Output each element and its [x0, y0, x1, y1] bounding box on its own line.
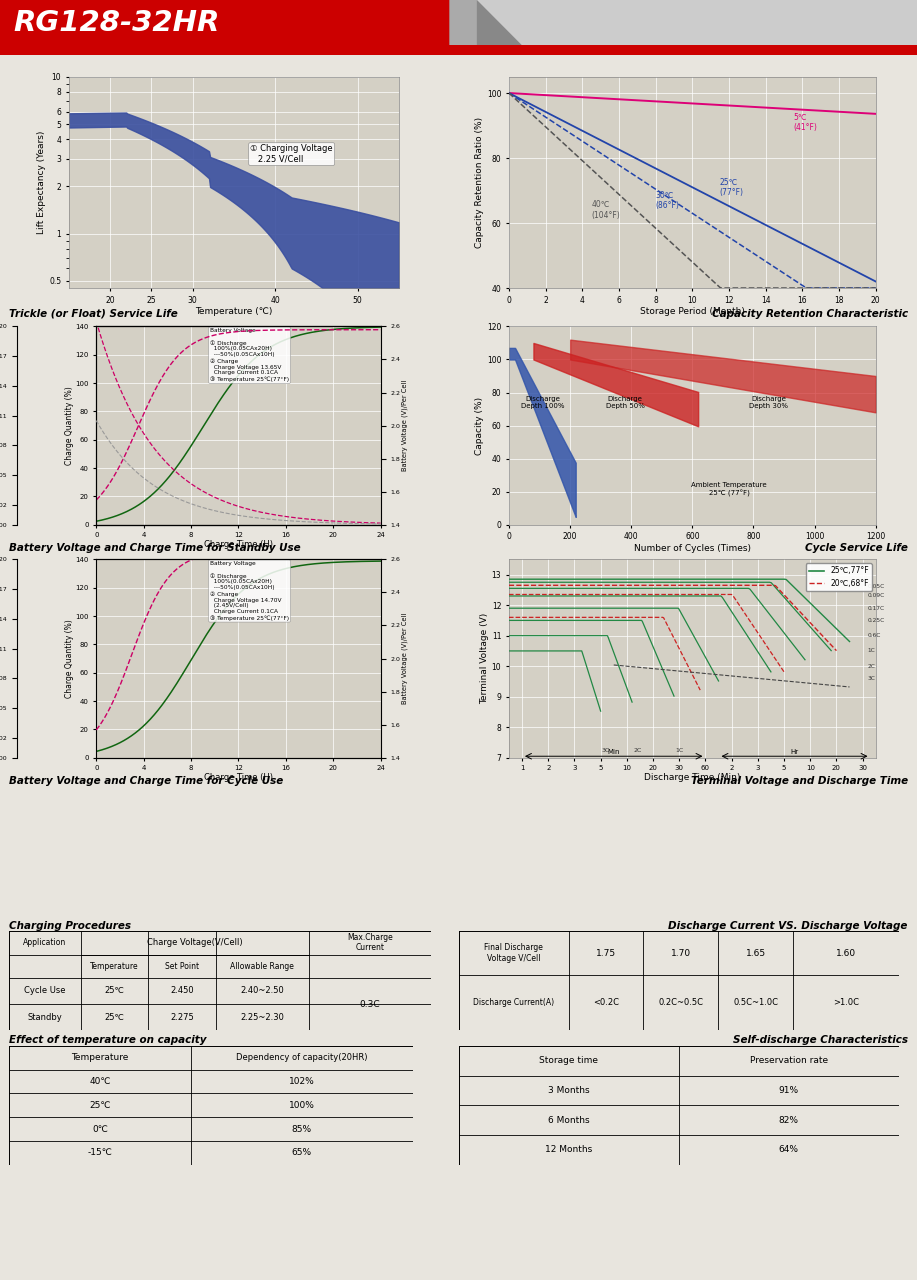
Text: 64%: 64% [779, 1146, 799, 1155]
Text: 2.40~2.50: 2.40~2.50 [240, 986, 284, 995]
Text: Max.Charge
Current: Max.Charge Current [347, 933, 392, 952]
Text: 40℃: 40℃ [89, 1076, 111, 1085]
Text: 3C: 3C [602, 748, 610, 753]
Text: 1C: 1C [675, 748, 683, 753]
Text: 2.450: 2.450 [171, 986, 193, 995]
Text: Battery Voltage

① Discharge
  100%(0.05CAx20H)
  ---50%(0.05CAx10H)
② Charge
  : Battery Voltage ① Discharge 100%(0.05CAx… [210, 329, 289, 381]
Text: Discharge
Depth 30%: Discharge Depth 30% [749, 396, 789, 408]
Text: Allowable Range: Allowable Range [230, 963, 294, 972]
Text: 40℃
(104°F): 40℃ (104°F) [591, 200, 620, 220]
Text: Cycle Use: Cycle Use [24, 986, 66, 995]
Text: Preservation rate: Preservation rate [749, 1056, 828, 1065]
X-axis label: Number of Cycles (Times): Number of Cycles (Times) [634, 544, 751, 553]
Text: 3 Months: 3 Months [547, 1085, 590, 1094]
Text: 0.09C: 0.09C [867, 594, 885, 599]
Y-axis label: Terminal Voltage (V): Terminal Voltage (V) [480, 613, 489, 704]
Text: 1.60: 1.60 [835, 948, 856, 957]
Text: Discharge Current VS. Discharge Voltage: Discharge Current VS. Discharge Voltage [668, 920, 908, 931]
Polygon shape [477, 0, 523, 46]
Text: Battery Voltage and Charge Time for Standby Use: Battery Voltage and Charge Time for Stan… [9, 543, 301, 553]
Y-axis label: Battery Voltage (V)/Per Cell: Battery Voltage (V)/Per Cell [402, 380, 408, 471]
Text: 0.25C: 0.25C [867, 618, 885, 623]
Text: 0.6C: 0.6C [867, 634, 881, 639]
Text: 30℃
(86°F): 30℃ (86°F) [656, 191, 679, 210]
Text: <0.2C: <0.2C [593, 998, 619, 1007]
Text: Terminal Voltage and Discharge Time: Terminal Voltage and Discharge Time [691, 776, 908, 786]
Text: >1.0C: >1.0C [833, 998, 859, 1007]
Text: 102%: 102% [289, 1076, 315, 1085]
Y-axis label: Charge Quantity (%): Charge Quantity (%) [65, 620, 73, 698]
Y-axis label: Charge Quantity (%): Charge Quantity (%) [65, 387, 73, 465]
Text: Cycle Service Life: Cycle Service Life [805, 543, 908, 553]
Text: Trickle (or Float) Service Life: Trickle (or Float) Service Life [9, 308, 178, 319]
Text: 0.5C~1.0C: 0.5C~1.0C [733, 998, 779, 1007]
Text: 12 Months: 12 Months [545, 1146, 592, 1155]
Y-axis label: Capacity Retention Ratio (%): Capacity Retention Ratio (%) [475, 116, 484, 248]
Text: 0℃: 0℃ [92, 1125, 108, 1134]
Text: 2.275: 2.275 [171, 1012, 194, 1021]
Text: 1.70: 1.70 [670, 948, 691, 957]
Text: 0.2C~0.5C: 0.2C~0.5C [658, 998, 703, 1007]
Text: Hr: Hr [790, 749, 799, 755]
Text: Charging Procedures: Charging Procedures [9, 920, 131, 931]
Text: 0.3C: 0.3C [359, 1000, 381, 1009]
Text: Ambient Temperature
25℃ (77°F): Ambient Temperature 25℃ (77°F) [691, 483, 767, 497]
Text: 1.75: 1.75 [596, 948, 616, 957]
Text: Dependency of capacity(20HR): Dependency of capacity(20HR) [236, 1053, 368, 1062]
Y-axis label: Capacity (%): Capacity (%) [475, 397, 484, 454]
Text: 25℃: 25℃ [105, 1012, 125, 1021]
X-axis label: Storage Period (Month): Storage Period (Month) [640, 307, 745, 316]
Text: 65%: 65% [292, 1148, 312, 1157]
X-axis label: Charge Time (H): Charge Time (H) [204, 540, 273, 549]
Text: Battery Voltage and Charge Time for Cycle Use: Battery Voltage and Charge Time for Cycl… [9, 776, 283, 786]
Text: 1C: 1C [867, 649, 876, 653]
X-axis label: Discharge Time (Min): Discharge Time (Min) [644, 773, 741, 782]
Text: Final Discharge
Voltage V/Cell: Final Discharge Voltage V/Cell [484, 943, 543, 963]
Text: Discharge
Depth 50%: Discharge Depth 50% [605, 396, 645, 408]
Text: 0.17C: 0.17C [867, 605, 885, 611]
Text: Self-discharge Characteristics: Self-discharge Characteristics [733, 1034, 908, 1044]
Text: Effect of temperature on capacity: Effect of temperature on capacity [9, 1034, 206, 1044]
X-axis label: Temperature (℃): Temperature (℃) [195, 307, 272, 316]
Text: ① Charging Voltage
   2.25 V/Cell: ① Charging Voltage 2.25 V/Cell [250, 145, 333, 164]
Text: 25℃: 25℃ [105, 986, 125, 995]
Text: Charge Voltage(V/Cell): Charge Voltage(V/Cell) [147, 938, 243, 947]
Text: 91%: 91% [779, 1085, 799, 1094]
Legend: 25℃,77°F, 20℃,68°F: 25℃,77°F, 20℃,68°F [806, 563, 872, 591]
Text: Battery Voltage

① Discharge
  100%(0.05CAx20H)
  ---50%(0.05CAx10H)
② Charge
  : Battery Voltage ① Discharge 100%(0.05CAx… [210, 562, 289, 621]
Text: 2C: 2C [867, 664, 876, 668]
Text: Min: Min [607, 749, 620, 755]
Text: Discharge
Depth 100%: Discharge Depth 100% [521, 396, 564, 408]
Text: Temperature: Temperature [72, 1053, 128, 1062]
Text: 100%: 100% [289, 1101, 315, 1110]
Text: 1.65: 1.65 [746, 948, 766, 957]
Text: 3C: 3C [867, 676, 876, 681]
Text: 25℃: 25℃ [89, 1101, 111, 1110]
Text: Capacity Retention Characteristic: Capacity Retention Characteristic [712, 308, 908, 319]
Text: RG128-32HR: RG128-32HR [14, 9, 220, 37]
Text: 85%: 85% [292, 1125, 312, 1134]
Text: 2C: 2C [633, 748, 642, 753]
Text: Discharge Current(A): Discharge Current(A) [473, 998, 554, 1007]
Text: 82%: 82% [779, 1116, 799, 1125]
Y-axis label: Battery Voltage (V)/Per Cell: Battery Voltage (V)/Per Cell [402, 613, 408, 704]
Text: Set Point: Set Point [165, 963, 199, 972]
Text: -15℃: -15℃ [87, 1148, 113, 1157]
Text: 5℃
(41°F): 5℃ (41°F) [793, 113, 817, 132]
Text: Standby: Standby [28, 1012, 62, 1021]
Text: 6 Months: 6 Months [547, 1116, 590, 1125]
Bar [0, 0, 458, 46]
Text: 0.05C: 0.05C [867, 585, 885, 589]
Text: Storage time: Storage time [539, 1056, 598, 1065]
Y-axis label: Lift Expectancy (Years): Lift Expectancy (Years) [38, 131, 46, 234]
Text: Application: Application [24, 938, 67, 947]
Text: 25℃
(77°F): 25℃ (77°F) [720, 178, 744, 197]
X-axis label: Charge Time (H): Charge Time (H) [204, 773, 273, 782]
Polygon shape [449, 0, 523, 46]
Text: 2.25~2.30: 2.25~2.30 [240, 1012, 284, 1021]
Text: Temperature: Temperature [90, 963, 139, 972]
